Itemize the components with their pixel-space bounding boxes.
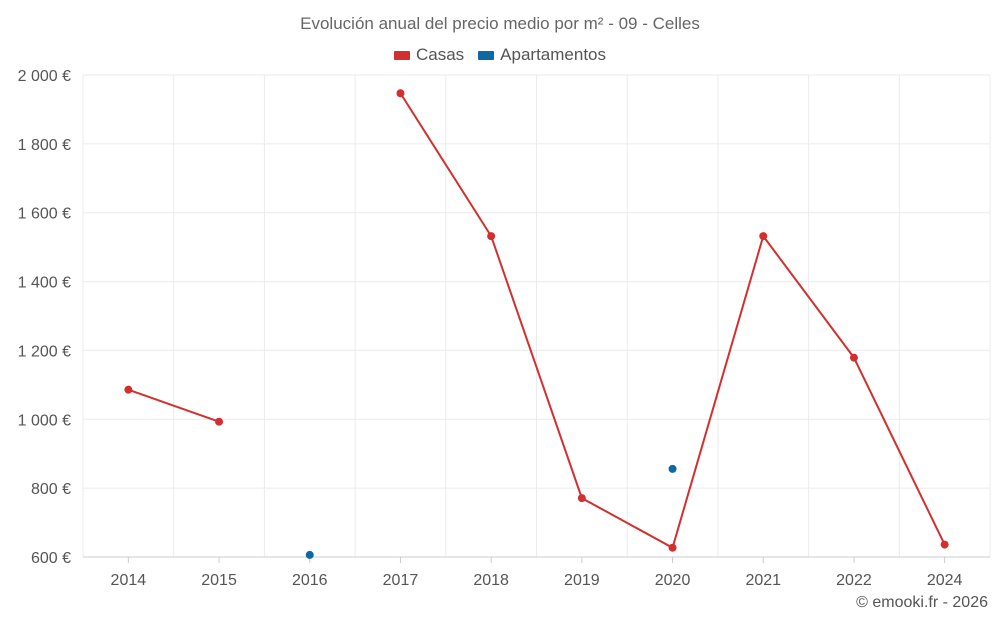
series-line-casas — [128, 388, 220, 423]
data-point-casas[interactable] — [577, 494, 586, 503]
legend: Casas Apartamentos — [0, 45, 1000, 65]
series-line-casas — [399, 92, 946, 549]
x-tick-label: 2017 — [383, 572, 419, 589]
data-point-casas[interactable] — [668, 543, 677, 552]
x-tick-label: 2015 — [201, 572, 237, 589]
data-point-casas[interactable] — [940, 540, 949, 549]
x-tick-label: 2018 — [473, 572, 509, 589]
legend-label-casas: Casas — [415, 45, 465, 64]
x-tick-label: 2016 — [292, 572, 328, 589]
x-tick-label: 2020 — [655, 572, 691, 589]
y-tick-label: 1 800 € — [18, 137, 71, 154]
x-tick-label: 2021 — [745, 572, 781, 589]
x-tick-label: 2014 — [111, 572, 147, 589]
y-tick-label: 1 400 € — [18, 275, 71, 292]
data-point-casas[interactable] — [396, 89, 405, 98]
legend-label-apartamentos: Apartamentos — [500, 45, 607, 64]
y-tick-label: 1 600 € — [18, 206, 71, 223]
legend-swatch-apartamentos — [478, 50, 495, 60]
data-point-casas[interactable] — [215, 417, 224, 426]
legend-item-casas[interactable]: Casas — [393, 45, 465, 65]
data-point-casas[interactable] — [849, 353, 858, 362]
x-tick-label: 2024 — [927, 572, 963, 589]
y-tick-label: 800 € — [31, 481, 71, 498]
legend-item-apartamentos[interactable]: Apartamentos — [478, 45, 606, 65]
data-point-apartamentos[interactable] — [668, 464, 677, 473]
y-tick-label: 1 000 € — [18, 412, 71, 429]
y-tick-label: 1 200 € — [18, 343, 71, 360]
credit-text: © emooki.fr - 2026 — [856, 594, 988, 611]
data-point-apartamentos[interactable] — [305, 550, 314, 559]
x-tick-label: 2022 — [836, 572, 872, 589]
y-tick-label: 600 € — [31, 550, 71, 567]
chart-title: Evolución anual del precio medio por m² … — [300, 14, 700, 33]
y-tick-label: 2 000 € — [18, 68, 71, 85]
x-tick-label: 2019 — [564, 572, 600, 589]
data-point-casas[interactable] — [759, 232, 768, 241]
data-point-casas[interactable] — [487, 232, 496, 241]
data-point-casas[interactable] — [124, 385, 133, 394]
legend-swatch-casas — [393, 50, 410, 60]
